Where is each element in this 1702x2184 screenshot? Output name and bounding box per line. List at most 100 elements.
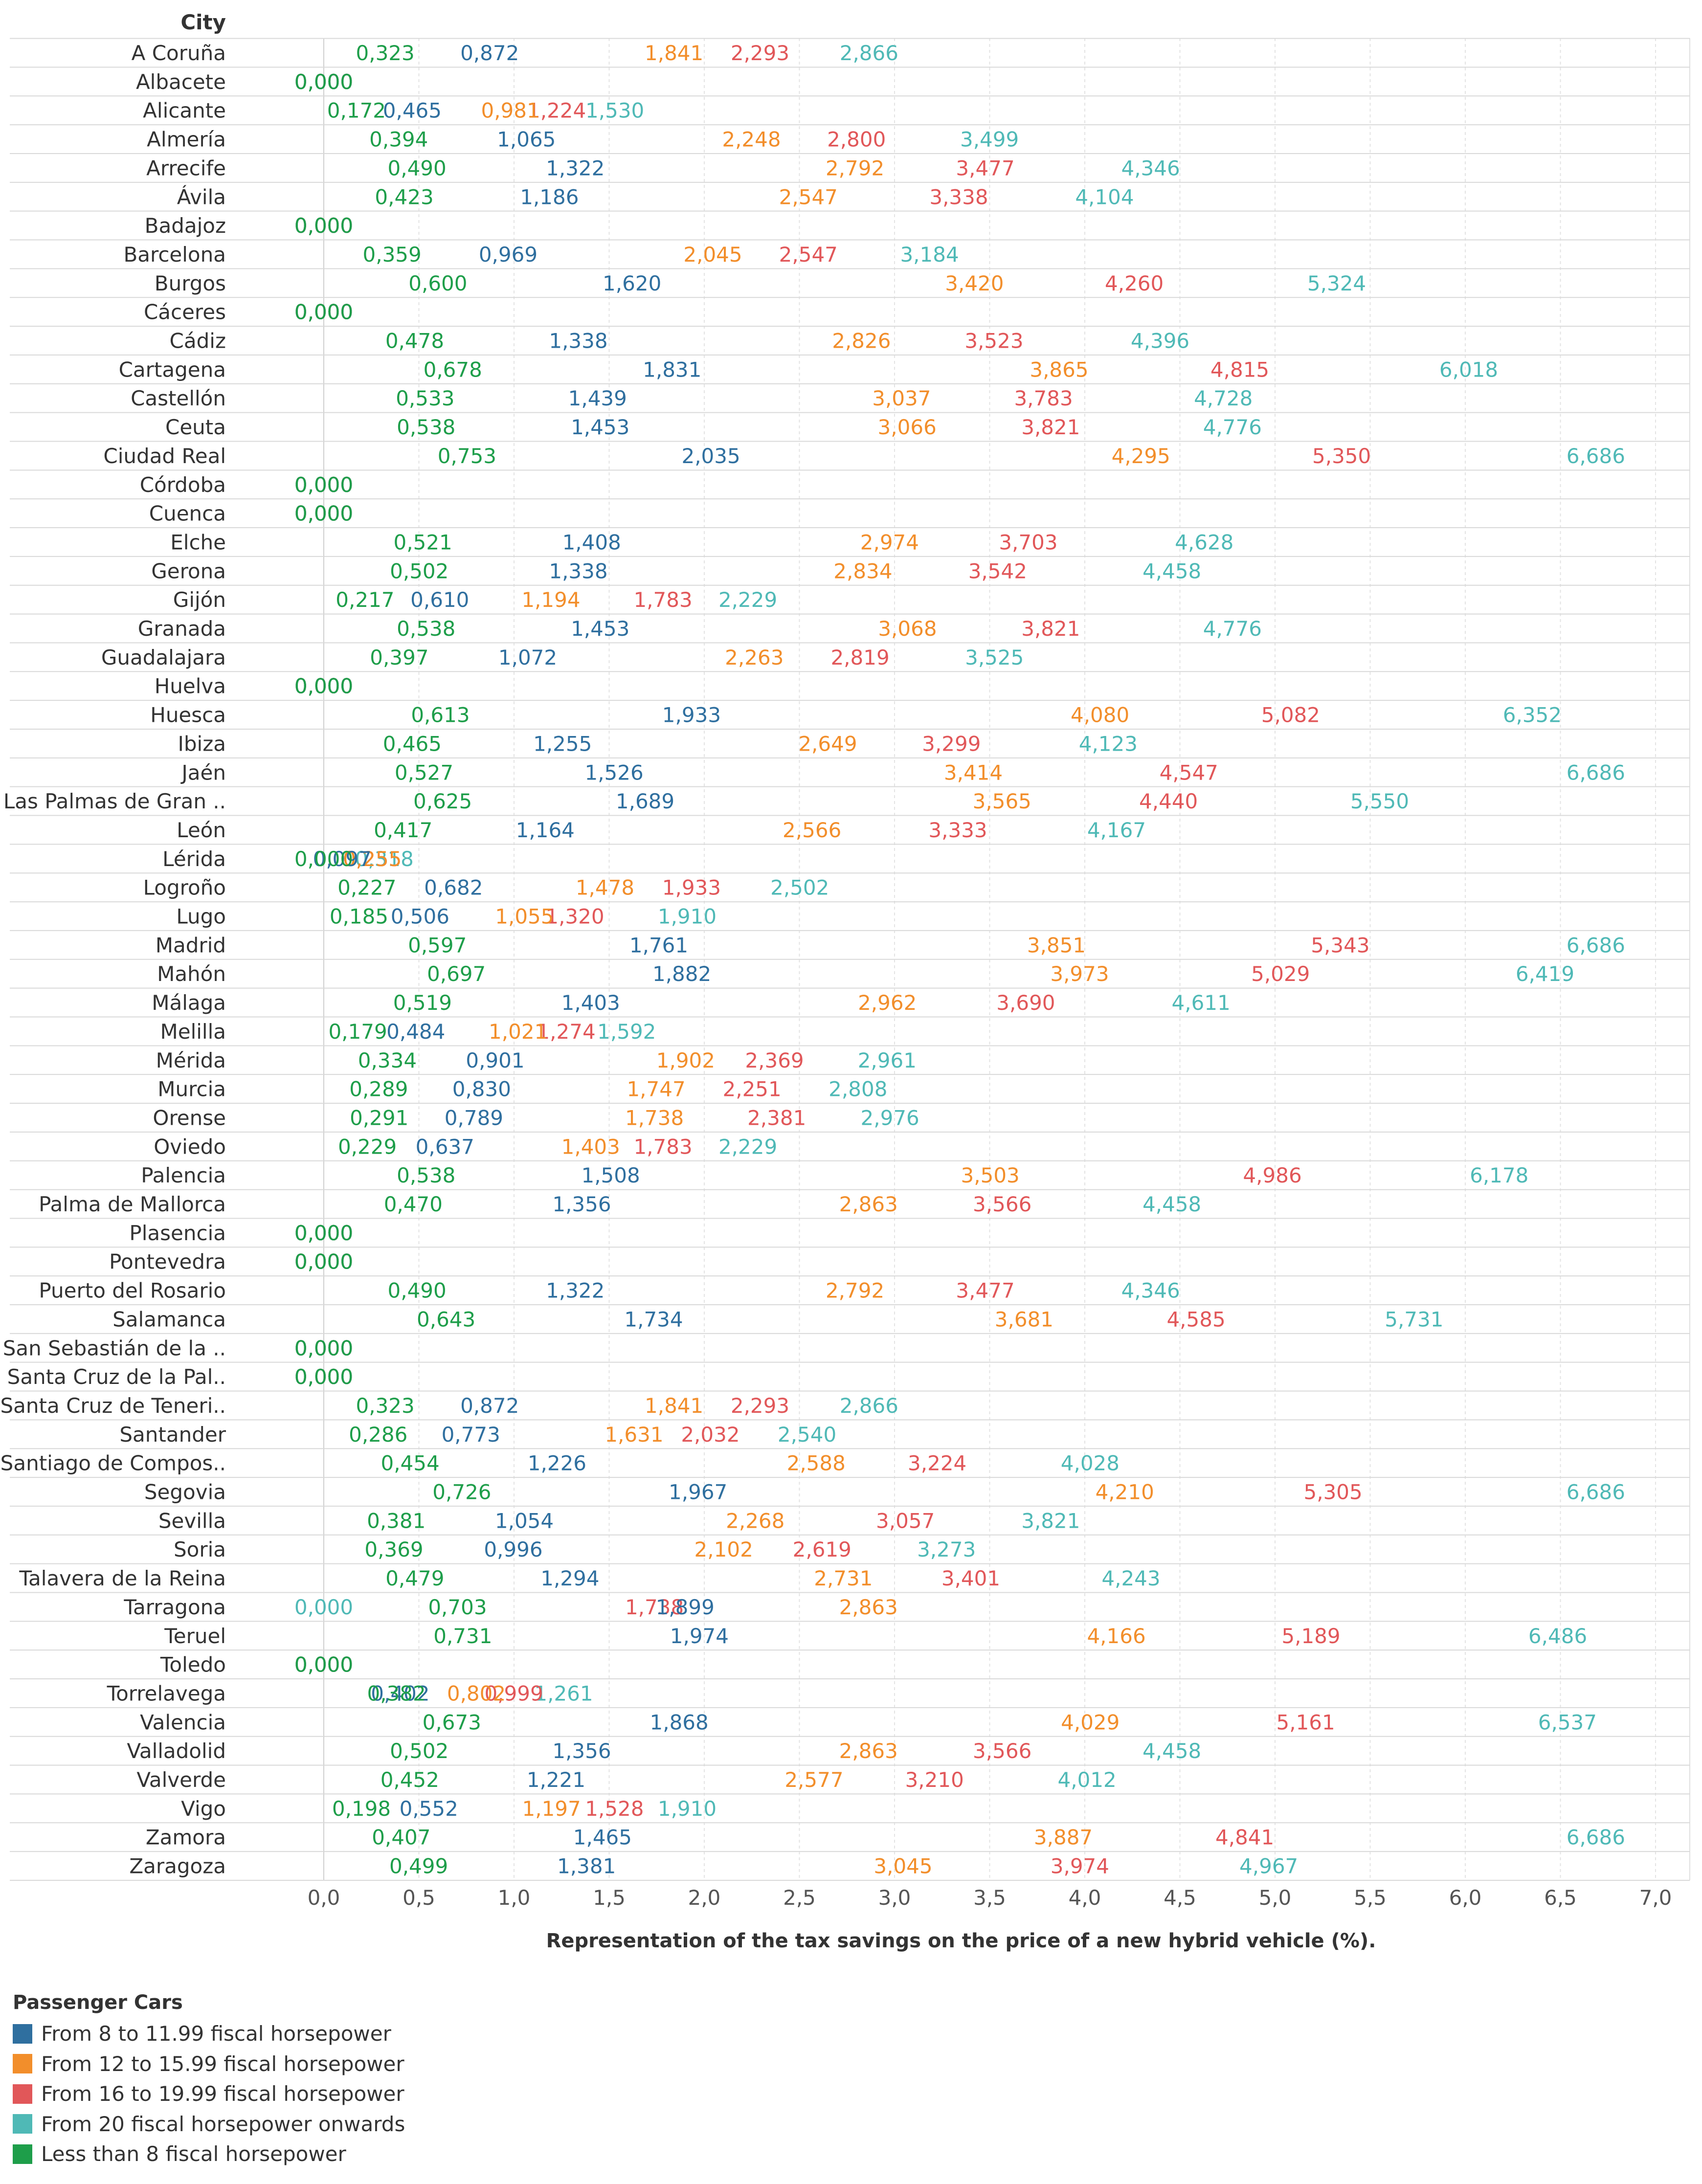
value-label-hp20: 0,000 (294, 502, 353, 526)
value-label-hp16_20: 0,255 (343, 847, 402, 871)
value-label-hp16_20: 3,566 (973, 1192, 1031, 1216)
value-label-hp12_16: 0,000 (294, 473, 353, 497)
value-label-hp8_12: 1,761 (629, 933, 688, 957)
value-label-hp16_20: 3,299 (922, 732, 981, 756)
value-label-hp12_16: 1,055 (495, 905, 554, 929)
x-tick-label: 5,5 (1354, 1886, 1387, 1910)
value-label-lt8: 0,478 (385, 329, 444, 353)
city-label: Alicante (143, 99, 226, 123)
value-label-hp16_20: 2,819 (830, 646, 889, 669)
value-label-hp8_12: 1,882 (652, 962, 711, 986)
row-separators (10, 38, 1690, 1881)
value-label-hp12_16: 3,068 (878, 617, 937, 641)
value-label-hp8_12: 0,000 (294, 502, 353, 526)
value-label-hp8_12: 1,186 (520, 185, 579, 209)
value-label-hp12_16: 1,478 (576, 876, 634, 900)
city-label: Ávila (177, 184, 226, 209)
value-label-lt8: 0,394 (369, 128, 428, 152)
value-label-hp20: 5,731 (1385, 1307, 1443, 1331)
city-label: Santander (119, 1423, 226, 1447)
value-label-hp20: 3,499 (960, 128, 1019, 152)
value-label-hp8_12: 1,403 (561, 991, 620, 1015)
value-label-hp16_20: 3,566 (973, 1739, 1031, 1763)
city-label: Segovia (144, 1480, 226, 1504)
value-label-hp8_12: 1,164 (516, 818, 575, 842)
value-label-hp16_20: 3,690 (996, 991, 1055, 1015)
value-label-hp12_16: 0,000 (294, 1365, 353, 1389)
value-label-hp8_12: 1,356 (552, 1739, 611, 1763)
value-label-hp20: 4,012 (1058, 1768, 1117, 1792)
value-label-hp20: 4,728 (1194, 386, 1253, 410)
value-label-hp8_12: 1,408 (562, 530, 621, 554)
value-label-hp20: 0,318 (355, 847, 414, 871)
value-label-hp8_12: 1,526 (584, 760, 643, 784)
value-label-hp12_16: 2,588 (787, 1451, 846, 1475)
value-label-hp20: 4,628 (1175, 530, 1233, 554)
value-label-hp8_12: 0,830 (452, 1077, 511, 1101)
value-label-hp8_12: 1,453 (571, 617, 629, 641)
value-label-hp12_16: 0,000 (294, 1336, 353, 1360)
value-label-hp12_16: 2,649 (798, 732, 857, 756)
value-label-hp8_12: 0,000 (294, 300, 353, 324)
city-label: Talavera de la Reina (19, 1566, 226, 1590)
legend-label-hp20: From 20 fiscal horsepower onwards (41, 2112, 405, 2136)
value-label-hp16_20: 3,783 (1014, 386, 1073, 410)
value-label-hp8_12: 0,000 (294, 674, 353, 698)
value-label-hp20: 1,261 (534, 1681, 593, 1705)
legend: Passenger Cars From 8 to 11.99 fiscal ho… (13, 1991, 405, 2169)
legend-swatch-hp16-20 (13, 2084, 32, 2104)
value-label-lt8: 0,172 (327, 99, 386, 123)
value-label-hp16_20: 3,401 (941, 1566, 1000, 1590)
value-label-hp16_20: 0,000 (294, 70, 353, 94)
value-label-hp8_12: 0,000 (294, 70, 353, 94)
value-label-hp20: 3,184 (900, 243, 959, 267)
x-tick-label: 0,0 (308, 1886, 340, 1910)
value-label-hp20: 4,346 (1121, 1279, 1180, 1303)
value-label-hp12_16: 4,029 (1061, 1710, 1120, 1734)
value-label-lt8: 0,000 (294, 847, 353, 871)
city-label: Pontevedra (109, 1250, 226, 1274)
city-label: Salamanca (112, 1307, 226, 1331)
value-label-hp20: 6,419 (1516, 962, 1574, 986)
value-label-hp8_12: 0,682 (424, 876, 483, 900)
x-tick-label: 2,5 (783, 1886, 816, 1910)
city-label: Teruel (164, 1624, 226, 1648)
value-label-hp16_20: 3,542 (968, 559, 1027, 583)
value-label-lt8: 0,179 (329, 1020, 387, 1044)
value-label-hp16_20: 0,000 (294, 1221, 353, 1245)
value-label-hp20: 0,000 (294, 70, 353, 94)
city-labels: A Coruña Albacete Alicante Almería Arrecife Á… (0, 41, 226, 1878)
value-label-hp8_12: 1,322 (546, 156, 605, 180)
value-label-hp12_16: 3,887 (1034, 1826, 1093, 1850)
value-label-lt8: 0,499 (389, 1854, 448, 1878)
row-header: City (180, 10, 226, 34)
city-label: Mérida (156, 1048, 226, 1072)
city-label: Torrelavega (107, 1681, 226, 1705)
value-label-hp8_12: 0,000 (294, 1250, 353, 1274)
value-label-hp20: 6,686 (1567, 1826, 1625, 1850)
value-label-hp12_16: 4,295 (1112, 444, 1170, 468)
value-label-lt8: 0,423 (375, 185, 433, 209)
value-label-hp16_20: 1,528 (585, 1797, 644, 1821)
value-label-hp16_20: 1,274 (537, 1020, 595, 1044)
value-label-hp8_12: 0,789 (445, 1106, 503, 1130)
value-label-lt8: 0,490 (387, 1279, 446, 1303)
value-label-hp12_16: 0,000 (294, 1250, 353, 1274)
value-label-lt8: 0,697 (427, 962, 486, 986)
value-label-hp20: 5,550 (1350, 789, 1409, 813)
value-label-hp8_12: 0,484 (386, 1020, 445, 1044)
value-label-lt8: 0,185 (330, 905, 388, 929)
value-label-hp16_20: 0,000 (294, 214, 353, 238)
value-label-hp8_12: 0,773 (442, 1423, 500, 1447)
value-label-hp16_20: 1,783 (633, 588, 692, 612)
value-label-hp20: 4,346 (1121, 156, 1180, 180)
value-label-hp12_16: 1,021 (489, 1020, 547, 1044)
value-label-hp12_16: 3,045 (873, 1854, 932, 1878)
value-label-lt8: 0,000 (294, 300, 353, 324)
value-label-lt8: 0,502 (390, 559, 448, 583)
value-label-hp12_16: 2,577 (784, 1768, 843, 1792)
value-label-hp8_12: 1,868 (650, 1710, 709, 1734)
city-label: Cuenca (149, 502, 226, 526)
value-label-hp12_16: 2,792 (826, 1279, 884, 1303)
value-label-lt8: 0,381 (367, 1509, 426, 1533)
